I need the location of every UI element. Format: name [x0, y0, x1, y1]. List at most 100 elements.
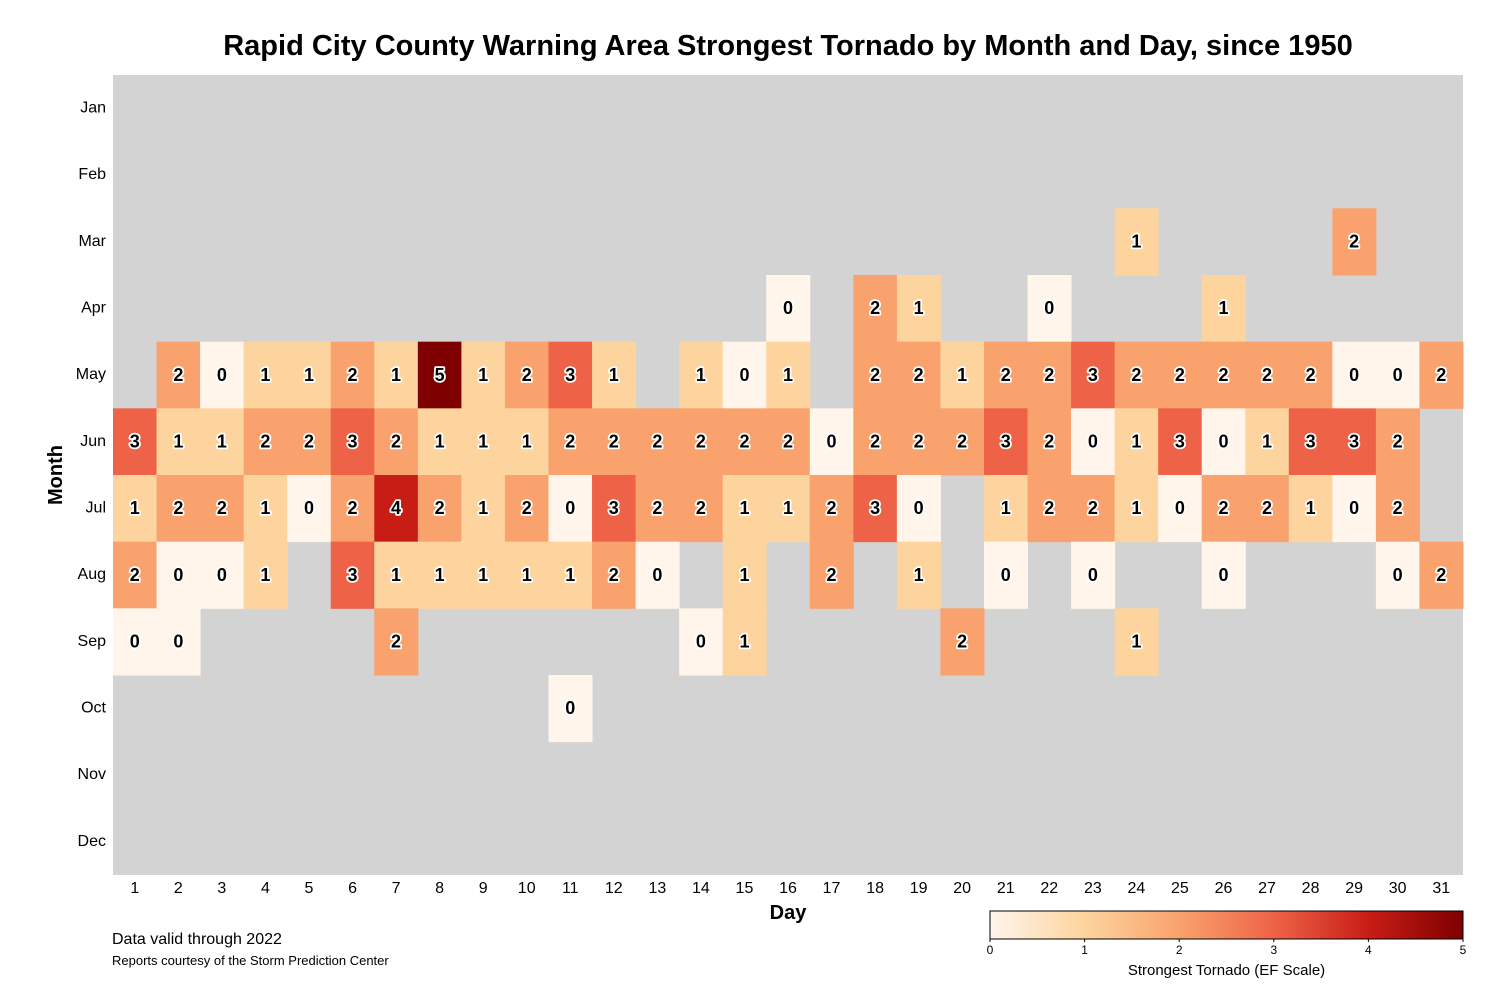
cell-value-label: 1 [1306, 498, 1316, 518]
heatmap-cell-jul-1 [113, 475, 158, 543]
heatmap-cell-may-25 [1158, 341, 1203, 409]
cell-value-label: 2 [1131, 365, 1141, 385]
day-tick-label: 16 [779, 880, 797, 897]
cell-value-label: 1 [696, 365, 706, 385]
cell-value-label: 2 [1001, 365, 1011, 385]
heatmap-cell-aug-6 [330, 541, 375, 609]
heatmap-cell-jun-6 [330, 408, 375, 476]
cell-value-label: 2 [1306, 365, 1316, 385]
cell-value-label: 2 [348, 498, 358, 518]
heatmap-cell-aug-4 [243, 541, 288, 609]
cell-value-label: 2 [1218, 498, 1228, 518]
heatmap-cell-may-26 [1201, 341, 1246, 409]
heatmap-cell-may-20 [940, 341, 985, 409]
heatmap-cell-jun-8 [417, 408, 462, 476]
heatmap-cell-jul-7 [374, 475, 419, 543]
day-tick-label: 17 [823, 880, 841, 897]
cell-value-label: 2 [783, 431, 793, 451]
cell-value-label: 3 [1306, 431, 1316, 451]
heatmap-cell-jun-17 [809, 408, 854, 476]
cell-value-label: 4 [391, 498, 401, 518]
heatmap-cell-sep-1 [113, 608, 158, 676]
cell-value-label: 2 [652, 498, 662, 518]
cell-value-label: 0 [217, 565, 227, 585]
day-tick-label: 24 [1127, 880, 1145, 897]
day-tick-label: 27 [1258, 880, 1276, 897]
cell-value-label: 0 [1349, 365, 1359, 385]
heatmap-cell-aug-23 [1071, 541, 1116, 609]
cell-value-label: 2 [304, 431, 314, 451]
cell-value-label: 1 [1131, 231, 1141, 251]
heatmap-cell-jun-12 [592, 408, 637, 476]
cell-value-label: 2 [1262, 365, 1272, 385]
heatmap-cell-may-11 [548, 341, 593, 409]
cell-value-label: 1 [914, 565, 924, 585]
cell-value-label: 2 [522, 365, 532, 385]
day-tick-label: 30 [1389, 880, 1407, 897]
cell-value-label: 0 [1218, 431, 1228, 451]
cell-value-label: 0 [173, 631, 183, 651]
heatmap-cell-jul-24 [1114, 475, 1159, 543]
cell-value-label: 2 [130, 565, 140, 585]
heatmap-cell-may-14 [679, 341, 724, 409]
heatmap-cell-aug-2 [156, 541, 201, 609]
heatmap-cell-jun-15 [722, 408, 767, 476]
cell-value-label: 0 [1393, 365, 1403, 385]
cell-value-label: 0 [914, 498, 924, 518]
heatmap-cell-may-9 [461, 341, 506, 409]
cell-value-label: 1 [739, 565, 749, 585]
heatmap-cell-aug-11 [548, 541, 593, 609]
cell-value-label: 2 [827, 498, 837, 518]
cell-value-label: 2 [1436, 365, 1446, 385]
heatmap-cell-may-10 [504, 341, 549, 409]
day-tick-label: 25 [1171, 880, 1189, 897]
day-tick-label: 5 [305, 880, 314, 897]
heatmap-cell-may-12 [592, 341, 637, 409]
heatmap-cell-jun-23 [1071, 408, 1116, 476]
cell-value-label: 0 [565, 698, 575, 718]
day-tick-label: 20 [953, 880, 971, 897]
cell-value-label: 2 [609, 431, 619, 451]
cell-value-label: 1 [478, 565, 488, 585]
heatmap-cell-may-4 [243, 341, 288, 409]
cell-value-label: 0 [1393, 565, 1403, 585]
heatmap-cell-aug-9 [461, 541, 506, 609]
day-tick-label: 15 [736, 880, 754, 897]
heatmap-cell-mar-24 [1114, 208, 1159, 276]
heatmap-cell-may-16 [766, 341, 811, 409]
cell-value-label: 2 [565, 431, 575, 451]
month-tick-label: Jan [80, 100, 106, 117]
heatmap-cell-aug-31 [1419, 541, 1464, 609]
cell-value-label: 0 [739, 365, 749, 385]
cell-value-label: 1 [1218, 298, 1228, 318]
heatmap-cell-jun-24 [1114, 408, 1159, 476]
day-tick-label: 19 [910, 880, 928, 897]
month-tick-label: Sep [78, 633, 107, 650]
day-tick-label: 18 [866, 880, 884, 897]
day-tick-label: 28 [1302, 880, 1320, 897]
month-tick-label: Apr [81, 300, 107, 317]
day-tick-label: 29 [1345, 880, 1363, 897]
heatmap-cell-may-28 [1288, 341, 1333, 409]
cell-value-label: 2 [696, 431, 706, 451]
heatmap-cell-sep-14 [679, 608, 724, 676]
cell-value-label: 3 [870, 498, 880, 518]
heatmap-cell-jun-13 [635, 408, 680, 476]
cell-value-label: 1 [173, 431, 183, 451]
heatmap-cell-may-24 [1114, 341, 1159, 409]
cell-value-label: 0 [304, 498, 314, 518]
cell-value-label: 2 [391, 431, 401, 451]
month-tick-label: Jun [80, 433, 106, 450]
heatmap-cell-jul-15 [722, 475, 767, 543]
cell-value-label: 0 [1349, 498, 1359, 518]
heatmap-cell-jul-27 [1245, 475, 1290, 543]
cell-value-label: 0 [217, 365, 227, 385]
day-tick-label: 21 [997, 880, 1015, 897]
heatmap-cell-jun-14 [679, 408, 724, 476]
heatmap-cell-jun-28 [1288, 408, 1333, 476]
heatmap-cell-may-21 [983, 341, 1029, 409]
heatmap-cell-may-7 [374, 341, 419, 409]
y-axis-title: Month [45, 445, 67, 505]
cell-value-label: 0 [565, 498, 575, 518]
heatmap-cell-aug-15 [722, 541, 767, 609]
